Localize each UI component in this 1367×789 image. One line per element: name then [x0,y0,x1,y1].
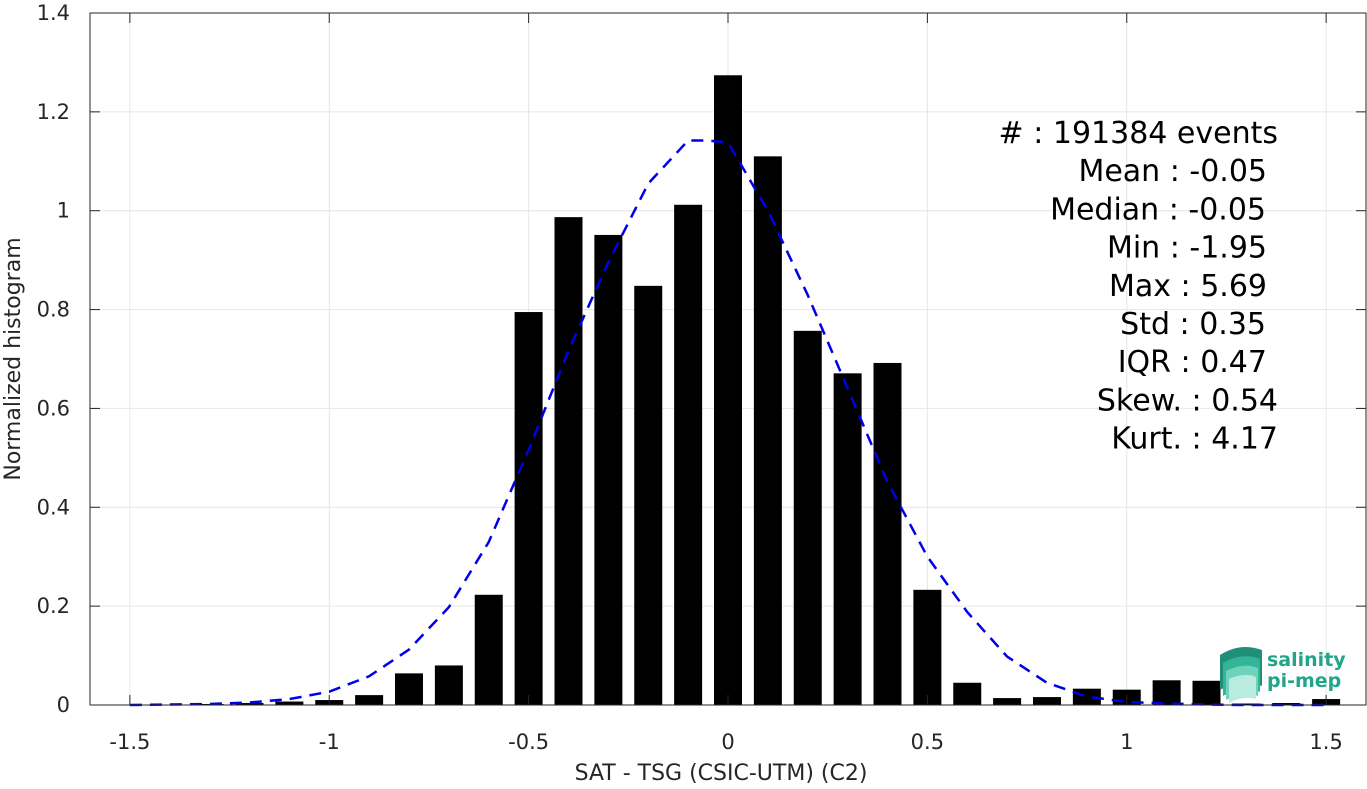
y-tick-label: 1 [57,199,70,223]
stats-line: # : 191384 events [999,116,1278,151]
x-tick-label: 1 [1120,730,1133,754]
stats-line: Skew. : 0.54 [1097,383,1278,418]
histogram-bar [515,312,543,705]
histogram-bar [395,673,423,705]
y-tick-label: 0.8 [37,298,70,322]
histogram-bar [1033,697,1061,705]
y-tick-label: 0 [57,693,70,717]
y-tick-label: 1.2 [37,100,70,124]
histogram-bar [834,373,862,705]
stats-line: Kurt. : 4.17 [1111,422,1278,457]
stats-line: IQR : 0.47 [1118,345,1267,380]
histogram-bar [275,702,303,705]
histogram-bar [1153,680,1181,705]
logo-text-salinity: salinity [1267,649,1346,671]
x-axis-label: SAT - TSG (CSIC-UTM) (C2) [575,761,868,785]
histogram-bar [953,683,981,705]
x-tick-label: -1.5 [109,730,150,754]
logo-text-pi-mep: pi-mep [1267,670,1341,692]
histogram-bar [594,235,622,705]
stats-line: Min : -1.95 [1107,231,1267,266]
histogram-bar [714,75,742,705]
y-tick-label: 0.4 [37,495,70,519]
x-tick-label: -0.5 [508,730,549,754]
histogram-bar [993,698,1021,705]
stats-line: Median : -0.05 [1050,192,1266,227]
histogram-bar [874,363,902,705]
x-tick-label: 0.5 [911,730,944,754]
x-tick-label: -1 [319,730,340,754]
histogram-bar [634,286,662,705]
histogram-bar [475,595,503,705]
y-tick-label: 0.2 [37,594,70,618]
stats-line: Max : 5.69 [1109,269,1267,304]
histogram-bar [674,205,702,705]
y-axis-label: Normalized histogram [1,237,26,480]
histogram-bar [555,217,583,705]
histogram-bar [754,156,782,705]
x-tick-label: 1.5 [1309,730,1342,754]
x-tick-label: 0 [721,730,734,754]
y-tick-label: 1.4 [37,1,70,25]
wave-logo-icon [1220,647,1262,703]
y-tick-label: 0.6 [37,396,70,420]
histogram-bar [435,665,463,705]
histogram-bar [913,590,941,705]
stats-line: Std : 0.35 [1120,307,1266,342]
histogram-bar [1193,681,1221,705]
histogram-bar [355,695,383,705]
histogram-bar [794,331,822,705]
stats-line: Mean : -0.05 [1078,154,1267,189]
